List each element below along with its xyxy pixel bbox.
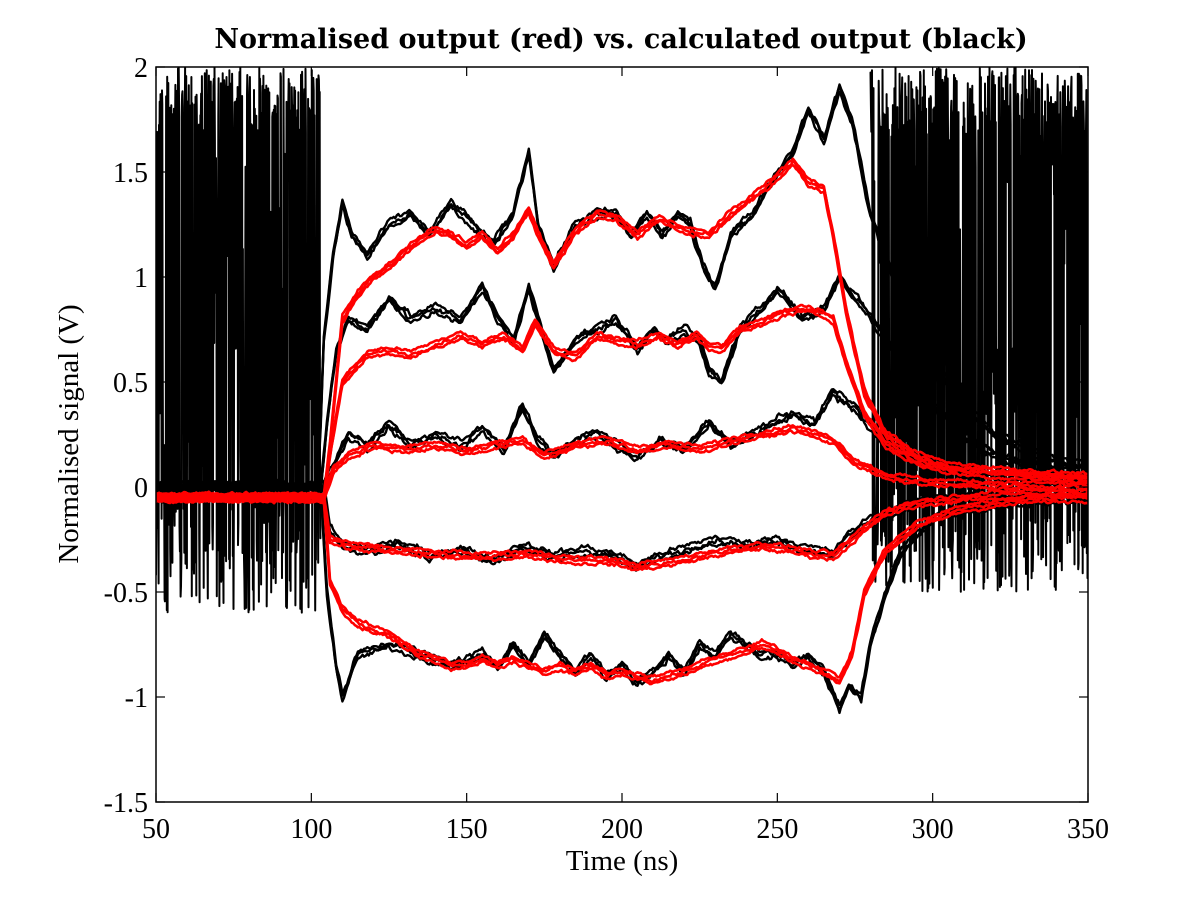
y-tick-label: 1: [134, 263, 148, 294]
y-tick-label: 0: [134, 473, 148, 504]
y-tick-label: -0.5: [104, 578, 148, 609]
normalised-trace-9-1: [156, 494, 1088, 684]
x-tick-label: 350: [1067, 814, 1109, 845]
x-tick-label: 50: [142, 814, 170, 845]
y-tick-label: -1.5: [104, 788, 148, 819]
y-tick-label: 0.5: [113, 368, 148, 399]
x-tick-label: 250: [756, 814, 798, 845]
noise-region-0: [156, 67, 322, 614]
axis-ticks: 50 100 150 200 250 300 350 -1.5 -1 -0.5 0 0.5 1 1.5 2: [104, 53, 1109, 845]
x-tick-label: 300: [912, 814, 954, 845]
chart-title: Normalised output (red) vs. calculated o…: [214, 24, 1027, 55]
plot-area: [156, 67, 1088, 715]
normalised-trace-9-2: [156, 491, 1088, 679]
noise-region-1: [869, 67, 1088, 593]
y-tick-label: 1.5: [113, 158, 148, 189]
x-tick-label: 100: [290, 814, 332, 845]
normalised-trace-9-0: [156, 497, 1088, 686]
calculated-trace-3-2: [156, 479, 1088, 567]
x-tick-label: 200: [601, 814, 643, 845]
x-axis-label: Time (ns): [566, 845, 679, 877]
y-axis-label: Normalised signal (V): [53, 304, 85, 563]
y-tick-label: 2: [134, 53, 148, 84]
x-tick-label: 150: [446, 814, 488, 845]
y-tick-label: -1: [125, 683, 148, 714]
